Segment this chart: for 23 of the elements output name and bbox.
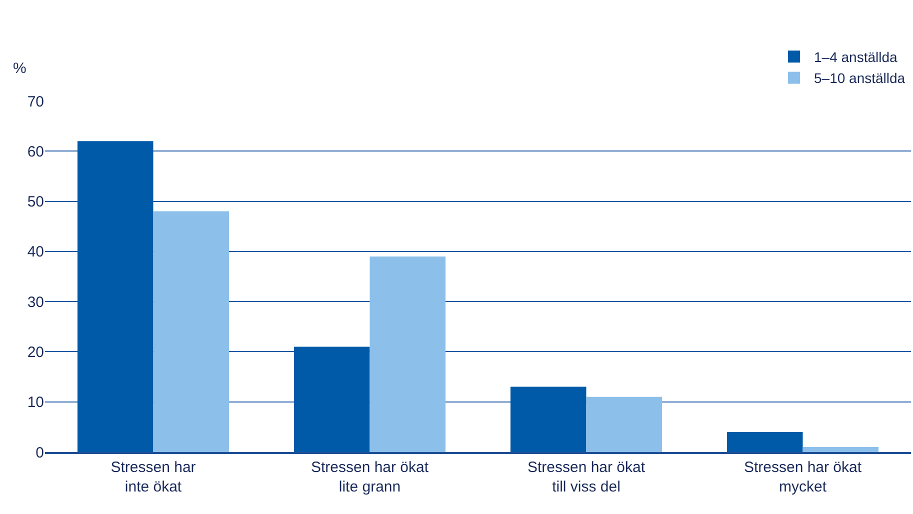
x-tick-label: Stressen har ökat mycket: [744, 459, 862, 496]
bar: [726, 432, 803, 452]
y-tick-label: 20: [27, 344, 44, 361]
x-tick-label: Stressen har ökat lite grann: [310, 459, 430, 496]
x-tick-label: Stressen har inte ökat: [110, 459, 196, 496]
y-tick-label: 40: [27, 244, 44, 261]
y-tick-label: 70: [27, 93, 44, 110]
x-tick-label: Stressen har ökat till viss del: [527, 459, 646, 496]
bar: [586, 396, 662, 452]
legend-label: 1–4 anställda: [814, 49, 898, 66]
y-tick-label: 0: [36, 444, 44, 462]
bar: [510, 386, 586, 452]
bar: [802, 446, 879, 452]
y-tick-label: 10: [27, 394, 44, 412]
y-tick-label: 60: [27, 143, 44, 160]
y-axis-title: %: [13, 60, 26, 77]
bar: [370, 256, 446, 452]
bar: [294, 346, 370, 452]
bar: [77, 141, 154, 452]
y-tick-label: 30: [27, 294, 44, 311]
bar: [153, 211, 230, 452]
y-tick-label: 50: [27, 194, 44, 211]
legend-label: 5–10 anställda: [814, 70, 906, 86]
